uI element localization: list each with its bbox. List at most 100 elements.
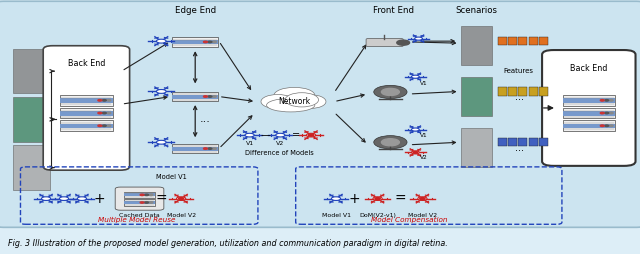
Ellipse shape [296,95,326,108]
Circle shape [609,100,613,101]
Circle shape [77,197,86,200]
Text: Model Compensation: Model Compensation [371,217,448,223]
FancyBboxPatch shape [172,37,218,47]
FancyBboxPatch shape [124,201,155,204]
FancyBboxPatch shape [60,95,113,106]
FancyBboxPatch shape [518,37,527,45]
Circle shape [374,85,407,99]
FancyBboxPatch shape [0,1,640,227]
FancyBboxPatch shape [542,50,636,166]
Circle shape [204,96,207,97]
FancyBboxPatch shape [172,94,218,99]
FancyBboxPatch shape [115,187,164,210]
Circle shape [145,194,148,196]
Circle shape [179,198,184,200]
Ellipse shape [274,87,315,103]
FancyBboxPatch shape [60,120,113,131]
Circle shape [373,197,382,200]
FancyBboxPatch shape [60,98,113,103]
Circle shape [381,139,399,146]
Circle shape [208,41,212,43]
FancyBboxPatch shape [539,138,548,146]
Circle shape [140,202,144,203]
Circle shape [102,112,106,114]
FancyBboxPatch shape [172,147,218,151]
Circle shape [140,194,144,196]
Circle shape [212,96,216,97]
FancyBboxPatch shape [13,49,50,93]
FancyBboxPatch shape [13,97,50,142]
Text: Features: Features [504,68,533,74]
FancyBboxPatch shape [518,87,527,96]
FancyBboxPatch shape [529,138,538,146]
Circle shape [149,202,153,203]
Circle shape [145,202,148,203]
FancyBboxPatch shape [461,77,492,116]
FancyBboxPatch shape [124,199,155,206]
Circle shape [600,100,604,101]
Circle shape [600,125,604,126]
Text: Model V1: Model V1 [321,213,351,218]
Text: V2: V2 [276,141,284,146]
FancyBboxPatch shape [498,138,507,146]
Text: Difference of Models: Difference of Models [245,150,314,156]
Circle shape [412,75,419,78]
FancyBboxPatch shape [461,26,492,66]
Text: —: — [260,130,271,140]
FancyBboxPatch shape [518,138,527,146]
Text: ...: ... [515,92,524,102]
Text: Multiple Model Reuse: Multiple Model Reuse [97,217,175,223]
Text: ...: ... [200,114,210,124]
Text: Network: Network [278,97,310,106]
Circle shape [204,41,207,43]
Circle shape [397,40,410,45]
Circle shape [381,88,399,96]
FancyBboxPatch shape [563,95,615,106]
FancyBboxPatch shape [529,37,538,45]
Text: Fig. 3 Illustration of the proposed model generation, utilization and communicat: Fig. 3 Illustration of the proposed mode… [8,239,447,248]
Circle shape [60,197,68,200]
Text: Cached Data: Cached Data [119,213,160,218]
Text: DoM(V2-v1): DoM(V2-v1) [359,213,396,218]
Ellipse shape [261,94,294,109]
FancyBboxPatch shape [539,37,548,45]
Circle shape [212,148,216,149]
FancyBboxPatch shape [366,39,403,46]
Text: +: + [93,192,105,206]
Circle shape [412,151,419,154]
FancyBboxPatch shape [563,111,615,116]
Circle shape [102,125,106,126]
Circle shape [307,133,316,137]
FancyBboxPatch shape [508,138,517,146]
FancyBboxPatch shape [172,40,218,44]
Text: Back End: Back End [570,64,607,73]
Circle shape [98,112,102,114]
Circle shape [107,100,111,101]
Circle shape [208,148,212,149]
FancyBboxPatch shape [172,92,218,101]
FancyBboxPatch shape [539,87,548,96]
FancyBboxPatch shape [498,37,507,45]
Circle shape [276,133,285,137]
FancyBboxPatch shape [498,87,507,96]
Circle shape [605,125,609,126]
Circle shape [600,112,604,114]
Text: Edge End: Edge End [175,6,216,15]
Circle shape [308,134,314,136]
Text: V1: V1 [246,141,253,146]
Text: Front End: Front End [373,6,414,15]
Circle shape [156,39,166,43]
Ellipse shape [266,98,315,112]
Text: Model V1: Model V1 [156,173,187,180]
FancyBboxPatch shape [60,111,113,116]
FancyBboxPatch shape [13,145,50,190]
FancyBboxPatch shape [60,124,113,129]
Circle shape [204,148,207,149]
Circle shape [412,128,419,131]
Circle shape [415,37,422,40]
Text: =: = [292,130,300,140]
FancyBboxPatch shape [172,144,218,153]
FancyBboxPatch shape [124,192,155,198]
FancyBboxPatch shape [563,124,615,129]
Circle shape [107,125,111,126]
